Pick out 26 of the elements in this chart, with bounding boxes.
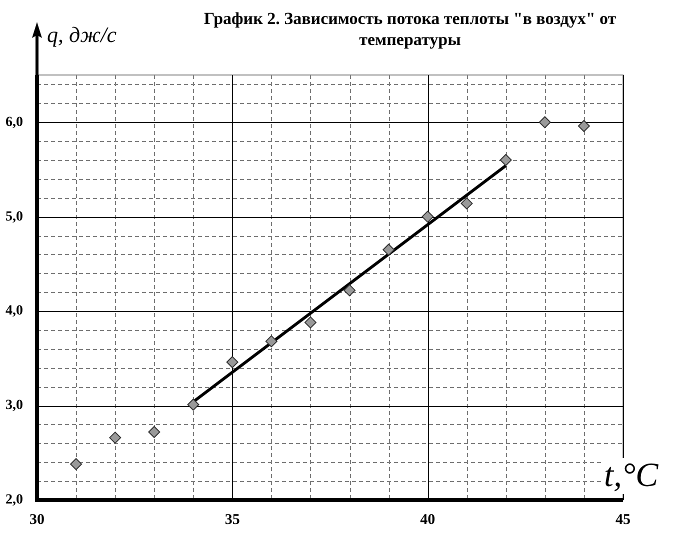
x-axis-title: t,°C	[604, 457, 658, 494]
y-tick-label: 4,0	[6, 304, 23, 319]
point	[148, 426, 160, 438]
chart-title: График 2. Зависимость потока теплоты "в воздух" от температуры	[202, 8, 618, 50]
point	[344, 284, 356, 296]
y-tick-label: 2,0	[6, 492, 23, 508]
x-tick-label: 40	[420, 512, 436, 528]
x-tick-label: 45	[616, 512, 630, 528]
point	[226, 356, 238, 368]
y-tick-label: 6,0	[6, 114, 23, 130]
point	[70, 458, 82, 470]
point	[265, 335, 278, 348]
y-tick-label: 5,0	[6, 209, 23, 224]
x-tick-label: 30	[30, 512, 44, 528]
point	[460, 197, 473, 210]
y-tick-label: 3,0	[6, 398, 23, 414]
point	[109, 432, 122, 444]
point	[500, 154, 512, 166]
x-tick-label: 35	[224, 512, 240, 528]
point	[538, 116, 551, 128]
point	[422, 210, 434, 223]
point	[187, 398, 200, 411]
point	[382, 244, 395, 256]
y-axis-title: q, дж/с	[47, 22, 116, 48]
point	[304, 316, 316, 328]
point	[578, 120, 590, 132]
